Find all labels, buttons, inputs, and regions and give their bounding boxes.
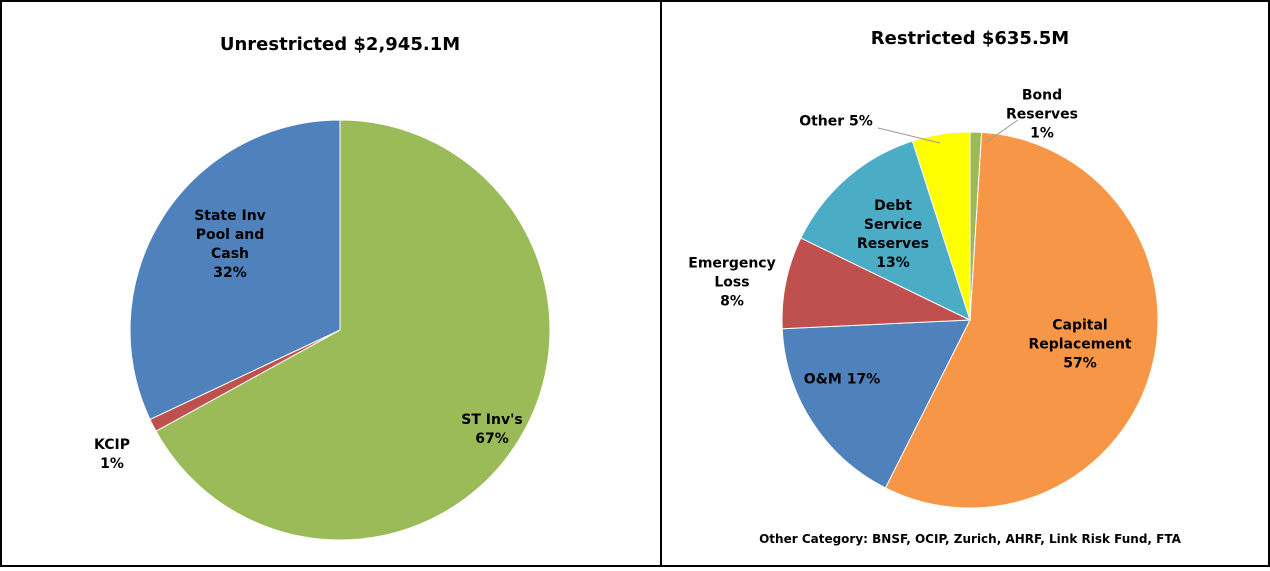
- category-label: KCIP: [94, 437, 130, 454]
- value-label: 32%: [213, 264, 247, 281]
- category-label: Capital Replacement: [1028, 317, 1132, 353]
- category-label: Debt Service Reserves: [857, 198, 929, 252]
- value-label: 17%: [846, 371, 881, 388]
- leader-line: [877, 127, 941, 144]
- pie-slice: [129, 119, 341, 421]
- annotation: Other Category: BNSF, OCIP, Zurich, AHRF…: [759, 532, 1181, 546]
- value-label: 8%: [720, 293, 744, 310]
- category-label: ST Inv's: [461, 412, 523, 429]
- chart-title: Restricted $635.5M: [870, 28, 1070, 49]
- slice-label: O&M 17%: [792, 371, 892, 390]
- value-label: 5%: [849, 113, 873, 130]
- category-label: Emergency Loss: [688, 255, 776, 291]
- leader-line: [984, 119, 1019, 144]
- value-label: 67%: [475, 431, 509, 447]
- slice-label: Emergency Loss 8%: [687, 255, 777, 312]
- slice-label: Debt Service Reserves 13%: [848, 197, 938, 273]
- category-label: Other: [799, 113, 845, 130]
- pie-slice: [155, 119, 551, 541]
- slice-label: ST Inv's 67%: [437, 411, 547, 449]
- value-label: 57%: [1063, 355, 1097, 372]
- pie-slice: [911, 131, 971, 321]
- category-label: Bond Reserves: [1006, 87, 1078, 123]
- slice-label: State Inv Pool and Cash 32%: [175, 207, 285, 283]
- category-label: O&M: [803, 371, 842, 388]
- right-panel: [660, 0, 1270, 567]
- slice-label: Other 5%: [786, 113, 886, 132]
- slice-label: KCIP 1%: [82, 436, 142, 474]
- value-label: 13%: [876, 254, 910, 271]
- slice-label: Capital Replacement 57%: [1010, 317, 1150, 374]
- pie-slice: [800, 140, 971, 321]
- pie-slice: [781, 319, 971, 489]
- value-label: 1%: [100, 456, 124, 472]
- category-label: State Inv Pool and Cash: [194, 208, 266, 262]
- chart-title: Unrestricted $2,945.1M: [219, 34, 461, 55]
- pie-slice: [781, 237, 971, 330]
- slice-label: Bond Reserves 1%: [992, 87, 1092, 144]
- pie-slice: [884, 131, 1159, 509]
- value-label: 1%: [1030, 125, 1054, 142]
